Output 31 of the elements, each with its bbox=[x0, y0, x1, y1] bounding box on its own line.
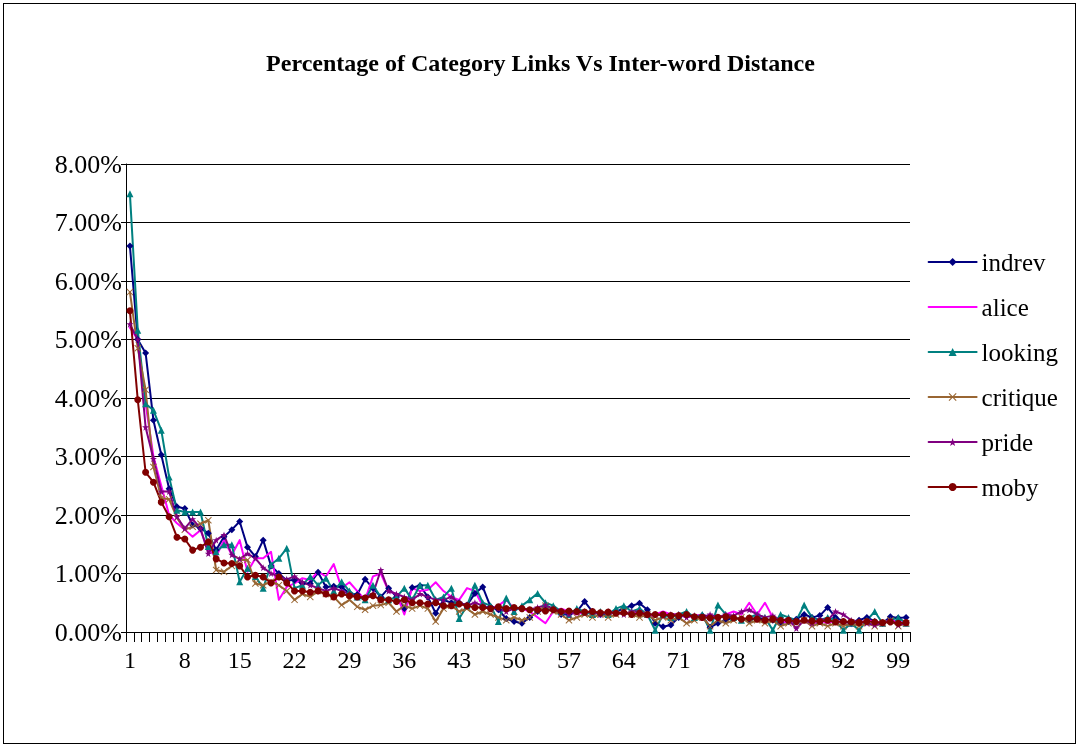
x-tick-label: 71 bbox=[666, 647, 691, 673]
y-tick-label: 3.00% bbox=[54, 442, 122, 471]
x-tick-label: 64 bbox=[611, 647, 636, 673]
y-tick-label: 2.00% bbox=[54, 500, 122, 530]
x-tick-label: 43 bbox=[447, 647, 472, 673]
x-tick-label: 99 bbox=[886, 647, 911, 673]
y-tick-label: 0.00% bbox=[54, 617, 122, 647]
x-tick-label: 8 bbox=[178, 647, 191, 673]
y-tick-label: 7.00% bbox=[54, 208, 122, 237]
x-tick-label: 57 bbox=[556, 647, 581, 673]
legend-label: moby bbox=[981, 473, 1040, 501]
x-tick-label: 78 bbox=[721, 647, 746, 673]
y-tick-label: 4.00% bbox=[54, 383, 122, 413]
y-tick-label: 1.00% bbox=[54, 559, 122, 588]
legend-label: alice bbox=[981, 293, 1029, 321]
legend-label: pride bbox=[981, 428, 1033, 456]
y-tick-label: 8.00% bbox=[54, 149, 122, 179]
x-tick-label: 22 bbox=[282, 647, 307, 673]
x-tick-label: 50 bbox=[502, 647, 527, 673]
chart-title: Percentage of Category Links Vs Inter-word Distance bbox=[266, 50, 816, 76]
legend-label: indrev bbox=[981, 248, 1046, 276]
legend-label: looking bbox=[981, 338, 1059, 366]
x-tick-label: 92 bbox=[831, 647, 856, 673]
x-tick-label: 1 bbox=[123, 647, 136, 673]
legend-label: critique bbox=[981, 383, 1058, 411]
x-tick-label: 85 bbox=[776, 647, 801, 673]
y-tick-label: 6.00% bbox=[54, 266, 122, 296]
y-tick-label: 5.00% bbox=[54, 325, 122, 354]
x-tick-label: 15 bbox=[227, 647, 252, 673]
x-tick-label: 36 bbox=[392, 647, 417, 673]
x-tick-label: 29 bbox=[337, 647, 362, 673]
